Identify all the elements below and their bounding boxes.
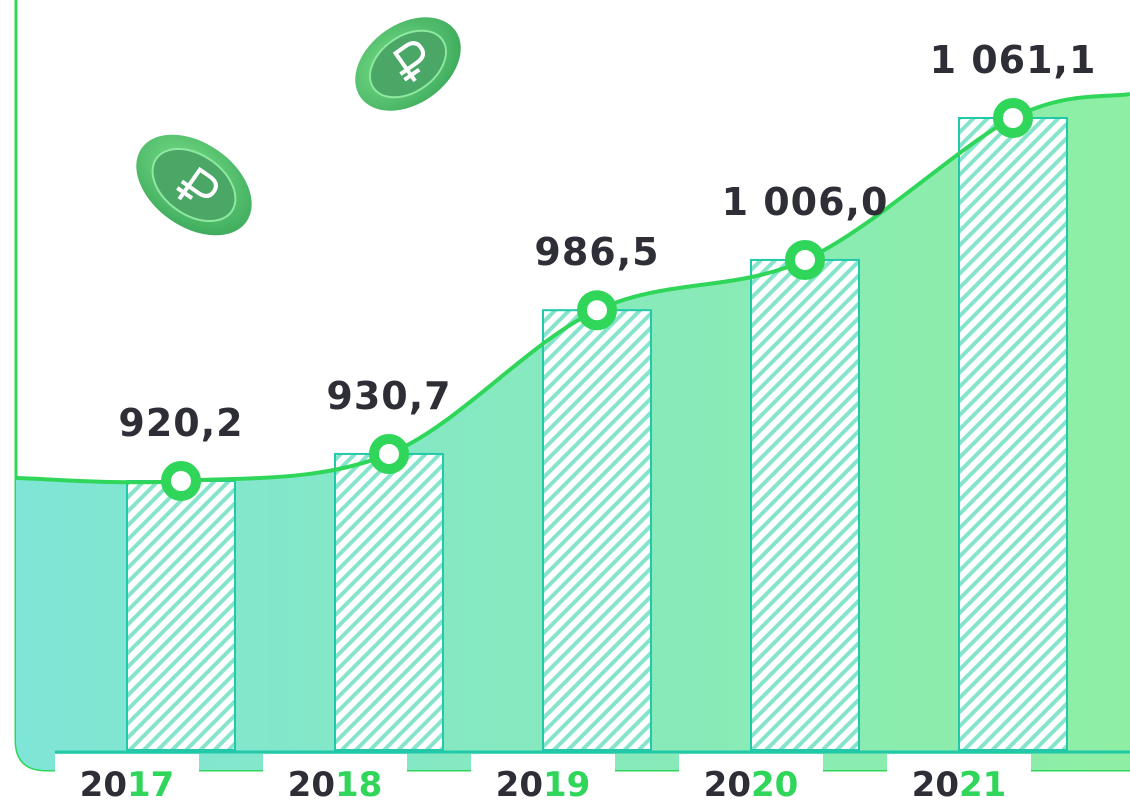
bar bbox=[334, 452, 444, 751]
year-box bbox=[55, 754, 199, 801]
x-tick-label: 2021 bbox=[912, 765, 1007, 801]
value-label: 930,7 bbox=[326, 374, 451, 418]
x-tick-label: 2017 bbox=[80, 765, 175, 801]
point bbox=[577, 290, 617, 331]
bar bbox=[126, 480, 236, 751]
point bbox=[369, 433, 409, 474]
value-label: 1 061,1 bbox=[930, 38, 1097, 82]
value-label: 1 006,0 bbox=[722, 180, 889, 224]
x-tick-label: 2020 bbox=[704, 765, 799, 801]
point bbox=[785, 239, 825, 280]
bar bbox=[542, 309, 652, 751]
year-box bbox=[263, 754, 407, 801]
bar bbox=[958, 117, 1068, 751]
point bbox=[161, 461, 201, 501]
year-box bbox=[887, 754, 1031, 801]
x-tick-label: 2019 bbox=[496, 765, 591, 801]
coin bbox=[136, 134, 252, 236]
x-tick-label: 2018 bbox=[288, 765, 383, 801]
year-box bbox=[471, 754, 615, 801]
coin bbox=[355, 17, 461, 111]
year-box bbox=[679, 754, 823, 801]
value-label: 986,5 bbox=[534, 230, 659, 274]
point bbox=[993, 98, 1033, 138]
value-label: 920,2 bbox=[118, 401, 243, 445]
bar bbox=[750, 258, 860, 751]
